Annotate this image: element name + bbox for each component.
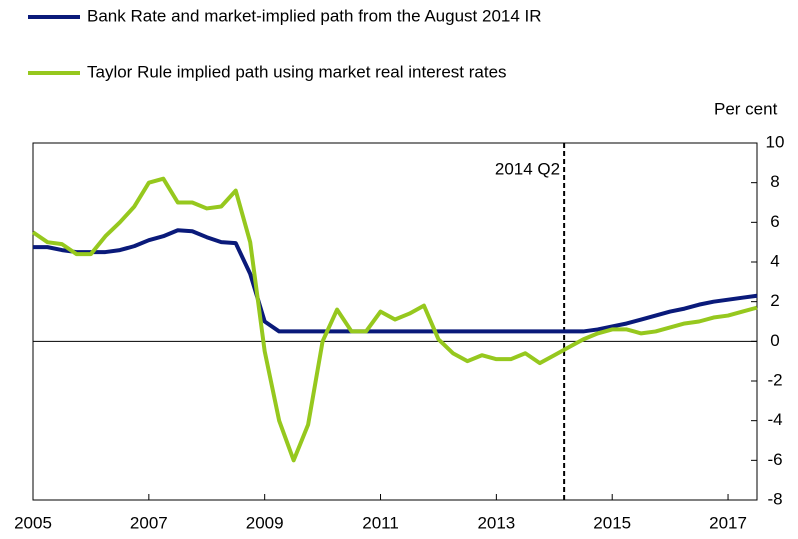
y-tick-label: -4 bbox=[767, 410, 782, 429]
y-tick-label: 2 bbox=[770, 291, 779, 310]
legend-label: Bank Rate and market-implied path from t… bbox=[87, 6, 542, 25]
plot-frame bbox=[32, 142, 758, 501]
x-tick-label: 2011 bbox=[362, 513, 399, 532]
y-tick-label: 4 bbox=[770, 251, 779, 270]
x-tick-label: 2007 bbox=[130, 513, 168, 532]
x-tick-label: 2009 bbox=[246, 513, 284, 532]
x-tick-label: 2013 bbox=[477, 513, 515, 532]
x-tick-label: 2017 bbox=[709, 513, 747, 532]
legend-label: Taylor Rule implied path using market re… bbox=[87, 62, 507, 81]
y-tick-label: -6 bbox=[767, 450, 782, 469]
y-tick-label: -8 bbox=[767, 489, 782, 508]
y-tick-label: -2 bbox=[767, 370, 782, 389]
x-tick-label: 2005 bbox=[14, 513, 52, 532]
y-tick-label: 6 bbox=[770, 212, 779, 231]
annotation-label: 2014 Q2 bbox=[495, 159, 560, 178]
series-line bbox=[31, 176, 758, 463]
series-line bbox=[33, 228, 758, 334]
y-tick-label: 0 bbox=[770, 331, 779, 350]
y-tick-label: 8 bbox=[770, 172, 779, 191]
y-axis-label: Per cent bbox=[714, 99, 778, 118]
y-tick-label: 10 bbox=[766, 132, 785, 151]
x-tick-label: 2015 bbox=[593, 513, 631, 532]
